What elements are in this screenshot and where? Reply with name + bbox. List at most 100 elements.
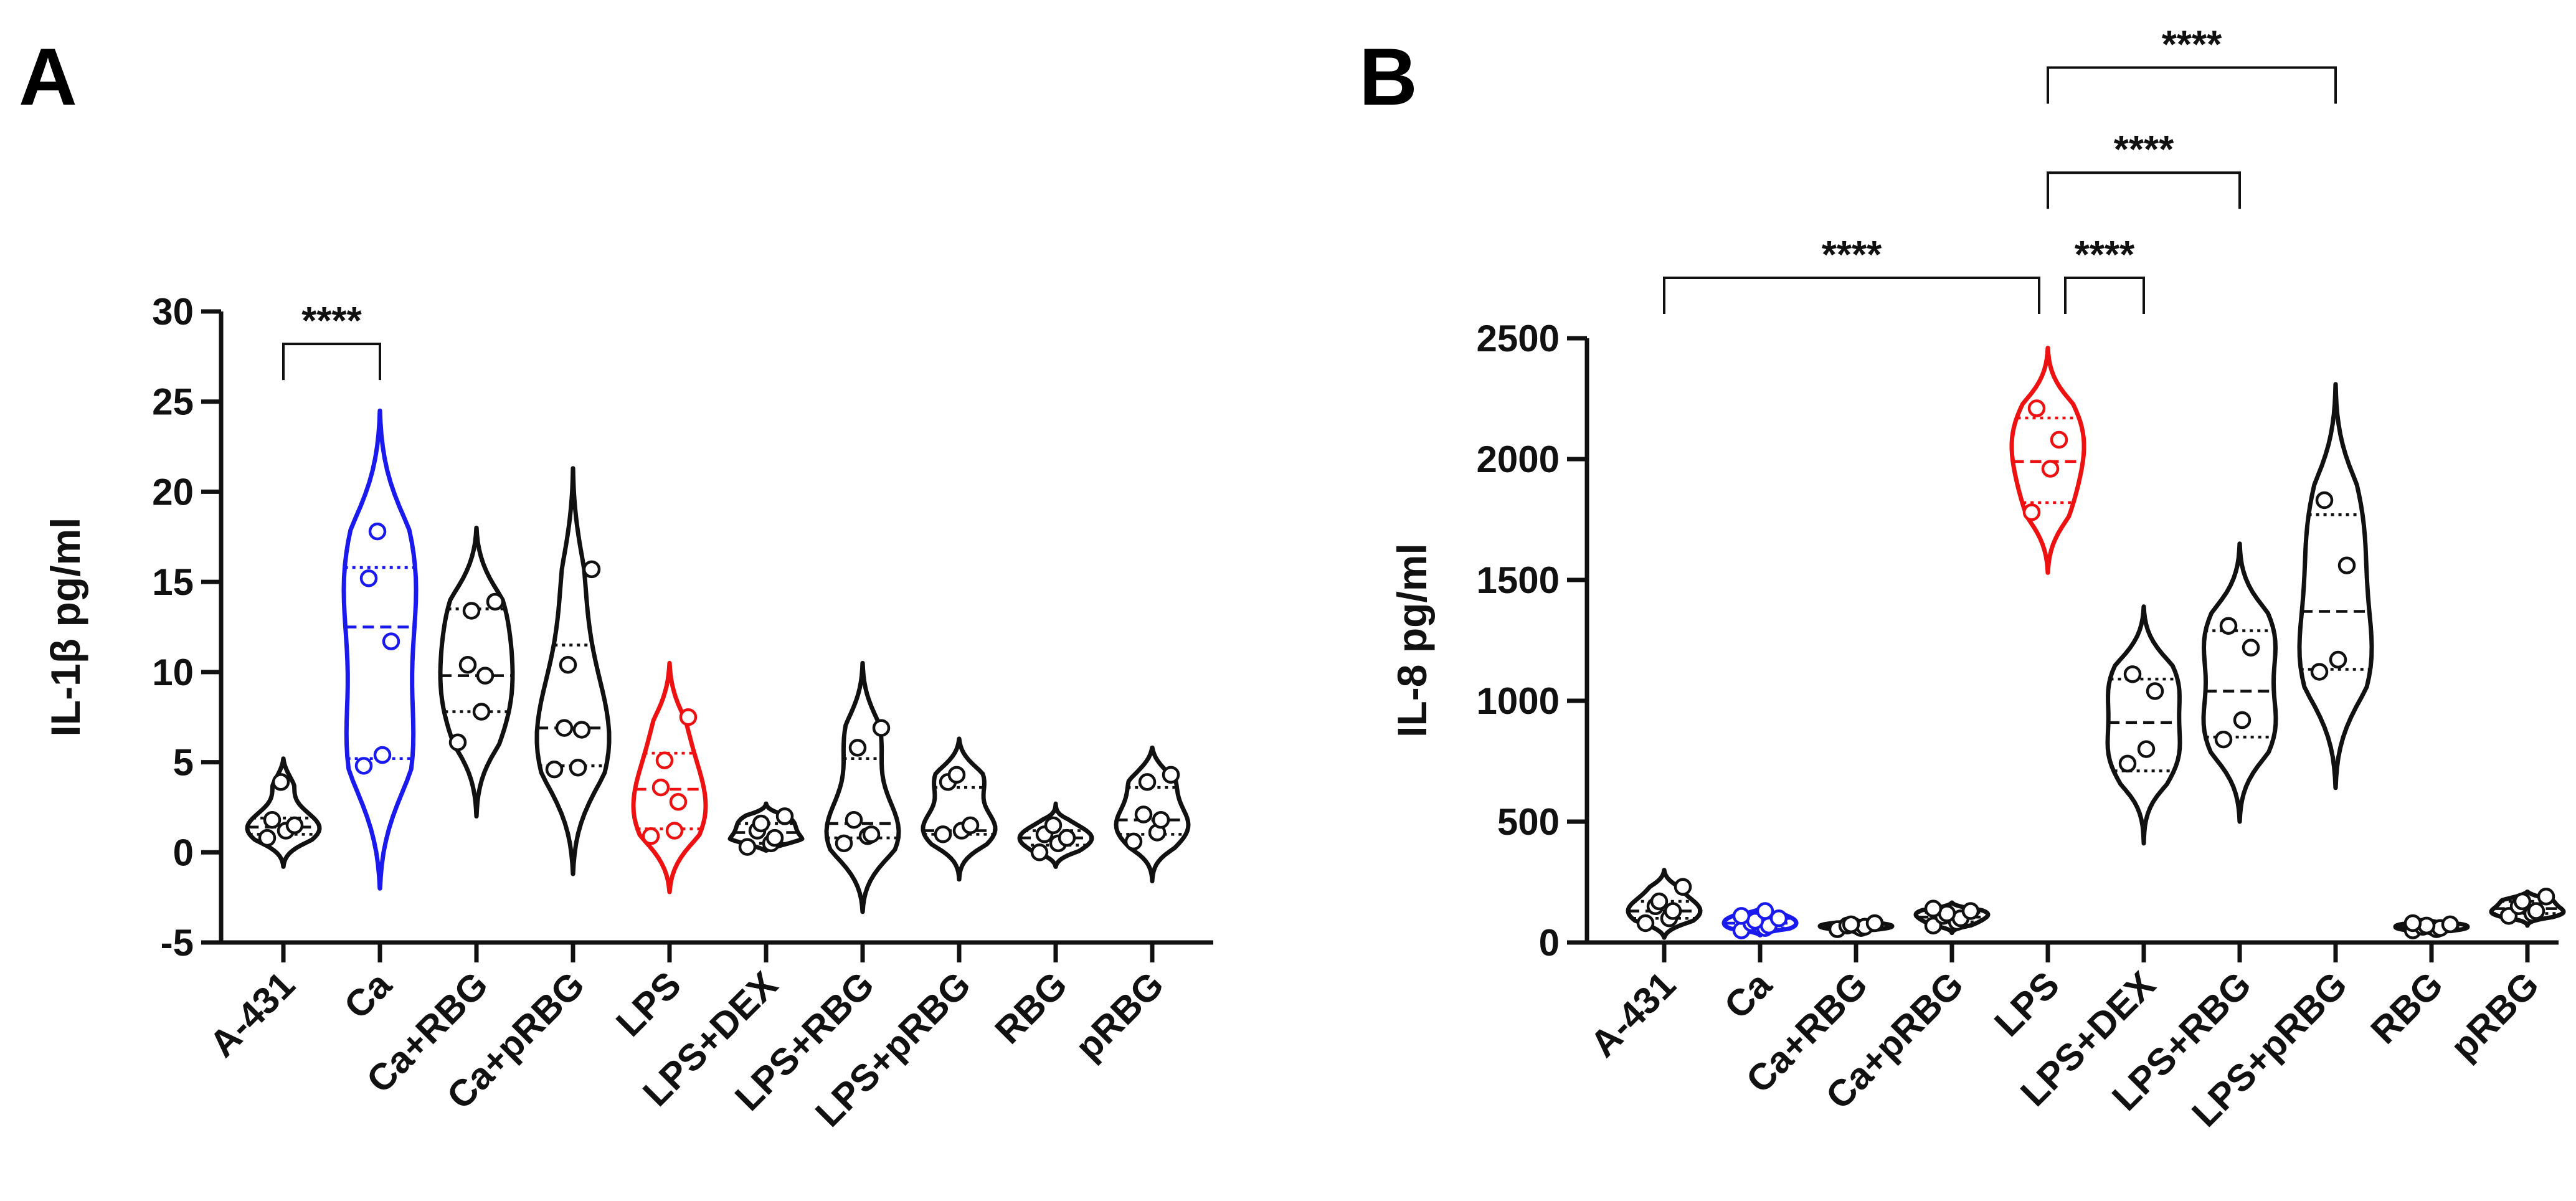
a-x-tick-label-prbg: pRBG bbox=[1068, 964, 1172, 1068]
b-data-point-lps-plus-prbg bbox=[2337, 556, 2356, 574]
a-data-point-ca-plus-prbg bbox=[569, 759, 587, 777]
a-x-tick-label-ca: Ca bbox=[336, 963, 400, 1027]
a-data-point-prbg bbox=[1152, 810, 1170, 829]
a-data-point-lps bbox=[651, 778, 670, 797]
a-violin-outline-ca-plus-prbg bbox=[534, 466, 612, 876]
a-data-point-lps-plus-dex bbox=[752, 814, 770, 833]
b-significance-bracket bbox=[2047, 171, 2241, 209]
b-data-point-ca-plus-prbg bbox=[1961, 902, 1980, 920]
b-significance-label: **** bbox=[1822, 234, 1882, 277]
a-data-point-ca-plus-prbg bbox=[582, 560, 601, 579]
a-violin-lps-plus-prbg bbox=[921, 736, 998, 882]
b-significance-bracket bbox=[2064, 277, 2145, 314]
b-violin-lps bbox=[2009, 346, 2086, 575]
a-data-point-lps-plus-rbg bbox=[848, 739, 867, 757]
b-violin-outline-lps-plus-prbg bbox=[2297, 382, 2374, 790]
b-violin-ca bbox=[1721, 902, 1799, 939]
b-y-tick-label: 1000 bbox=[1477, 680, 1560, 722]
b-violin-prbg bbox=[2489, 888, 2566, 928]
a-data-point-ca-plus-rbg bbox=[462, 602, 481, 620]
a-data-point-ca bbox=[382, 632, 400, 650]
b-x-tick-label-lps: LPS bbox=[1986, 964, 2067, 1045]
a-violin-ca bbox=[341, 408, 419, 891]
a-data-point-lps-plus-rbg bbox=[835, 834, 853, 853]
a-x-tick-label-rbg: RBG bbox=[987, 964, 1076, 1052]
a-data-point-prbg bbox=[1162, 766, 1180, 784]
a-violin-outline-lps-plus-rbg bbox=[824, 660, 901, 914]
a-data-point-lps bbox=[669, 792, 688, 811]
b-significance-bracket bbox=[2047, 66, 2337, 104]
b-data-point-lps-plus-rbg bbox=[2214, 730, 2233, 749]
a-data-point-ca-plus-prbg bbox=[559, 656, 577, 674]
a-y-axis-title: IL-1β pg/ml bbox=[42, 518, 88, 737]
b-violin-outline-lps-plus-rbg bbox=[2201, 541, 2278, 824]
b-data-point-rbg bbox=[2441, 915, 2460, 934]
a-data-point-rbg bbox=[1058, 828, 1076, 847]
a-violin-lps bbox=[631, 660, 708, 895]
b-data-point-ca-plus-prbg bbox=[1924, 900, 1943, 918]
b-violin-ca-plus-rbg bbox=[1817, 914, 1895, 938]
a-data-point-rbg bbox=[1030, 843, 1049, 862]
a-data-point-ca-plus-prbg bbox=[545, 760, 564, 779]
a-data-point-a-431 bbox=[272, 773, 290, 791]
b-data-point-ca-plus-rbg bbox=[1842, 915, 1860, 934]
a-data-point-ca-plus-rbg bbox=[458, 656, 477, 674]
a-data-point-ca-plus-rbg bbox=[472, 703, 491, 721]
b-data-point-lps bbox=[2050, 430, 2068, 449]
b-data-point-a-431 bbox=[1650, 892, 1669, 911]
a-data-point-lps-plus-rbg bbox=[862, 825, 881, 843]
b-significance-bracket bbox=[1663, 277, 2040, 314]
b-data-point-lps-plus-prbg bbox=[2329, 650, 2347, 669]
b-data-point-lps-plus-rbg bbox=[2219, 617, 2238, 635]
a-data-point-ca-plus-prbg bbox=[572, 721, 591, 739]
a-violin-a-431 bbox=[245, 756, 322, 869]
a-x-tick-label-a-431: A-431 bbox=[201, 964, 303, 1065]
a-data-point-lps-plus-prbg bbox=[934, 825, 952, 843]
b-data-point-lps bbox=[2041, 460, 2060, 478]
a-significance-label: **** bbox=[301, 300, 362, 343]
a-data-point-ca bbox=[359, 569, 378, 587]
a-violin-outline-prbg bbox=[1114, 745, 1191, 884]
a-data-point-ca bbox=[368, 522, 387, 541]
a-violin-outline-ca bbox=[341, 408, 419, 891]
a-significance-a-431-vs-ca: **** bbox=[282, 300, 381, 381]
a-data-point-lps-plus-dex bbox=[738, 838, 757, 856]
b-data-point-lps-plus-dex bbox=[2146, 682, 2164, 700]
a-data-point-ca-plus-prbg bbox=[555, 719, 574, 737]
a-violin-lps-plus-rbg bbox=[824, 660, 901, 914]
b-violin-rbg bbox=[2393, 914, 2470, 939]
a-data-point-lps bbox=[642, 827, 660, 845]
b-y-tick-label: 500 bbox=[1497, 801, 1560, 843]
a-violin-outline-rbg bbox=[1017, 801, 1094, 869]
b-data-point-ca bbox=[1769, 909, 1788, 928]
b-data-point-a-431 bbox=[1664, 902, 1682, 920]
b-significance-lps-vs-lps-plus-dex: **** bbox=[2064, 234, 2145, 314]
a-y-tick-label: 10 bbox=[152, 652, 194, 693]
a-y-tick-label: 30 bbox=[152, 291, 194, 333]
b-violin-a-431 bbox=[1626, 868, 1703, 940]
b-x-tick-label-prbg: pRBG bbox=[2443, 964, 2547, 1068]
a-x-tick-label-lps: LPS bbox=[608, 964, 689, 1045]
a-data-point-prbg bbox=[1134, 805, 1153, 824]
a-significance-bracket bbox=[282, 343, 381, 381]
a-data-point-lps-plus-dex bbox=[765, 828, 784, 847]
b-y-tick-label: 2500 bbox=[1477, 318, 1560, 359]
b-data-point-lps-plus-dex bbox=[2118, 754, 2137, 773]
b-x-tick-label-ca: Ca bbox=[1717, 963, 1780, 1027]
a-data-point-ca-plus-rbg bbox=[448, 733, 467, 751]
a-data-point-a-431 bbox=[285, 816, 304, 835]
b-violin-ca-plus-prbg bbox=[1913, 900, 1991, 935]
b-data-point-lps-plus-dex bbox=[2123, 665, 2142, 683]
a-data-point-lps-plus-rbg bbox=[872, 719, 891, 737]
b-violin-outline-a-431 bbox=[1626, 868, 1703, 940]
b-y-tick-label: 2000 bbox=[1477, 439, 1560, 480]
a-violin-ca-plus-rbg bbox=[438, 525, 515, 819]
b-significance-lps-vs-lps-plus-rbg: **** bbox=[2047, 128, 2241, 209]
a-data-point-a-431 bbox=[263, 810, 282, 829]
b-data-point-ca bbox=[1732, 907, 1751, 925]
b-violin-outline-lps-plus-dex bbox=[2105, 604, 2182, 846]
b-violin-outline-lps bbox=[2009, 346, 2086, 575]
a-violin-outline-lps-plus-prbg bbox=[921, 736, 998, 882]
